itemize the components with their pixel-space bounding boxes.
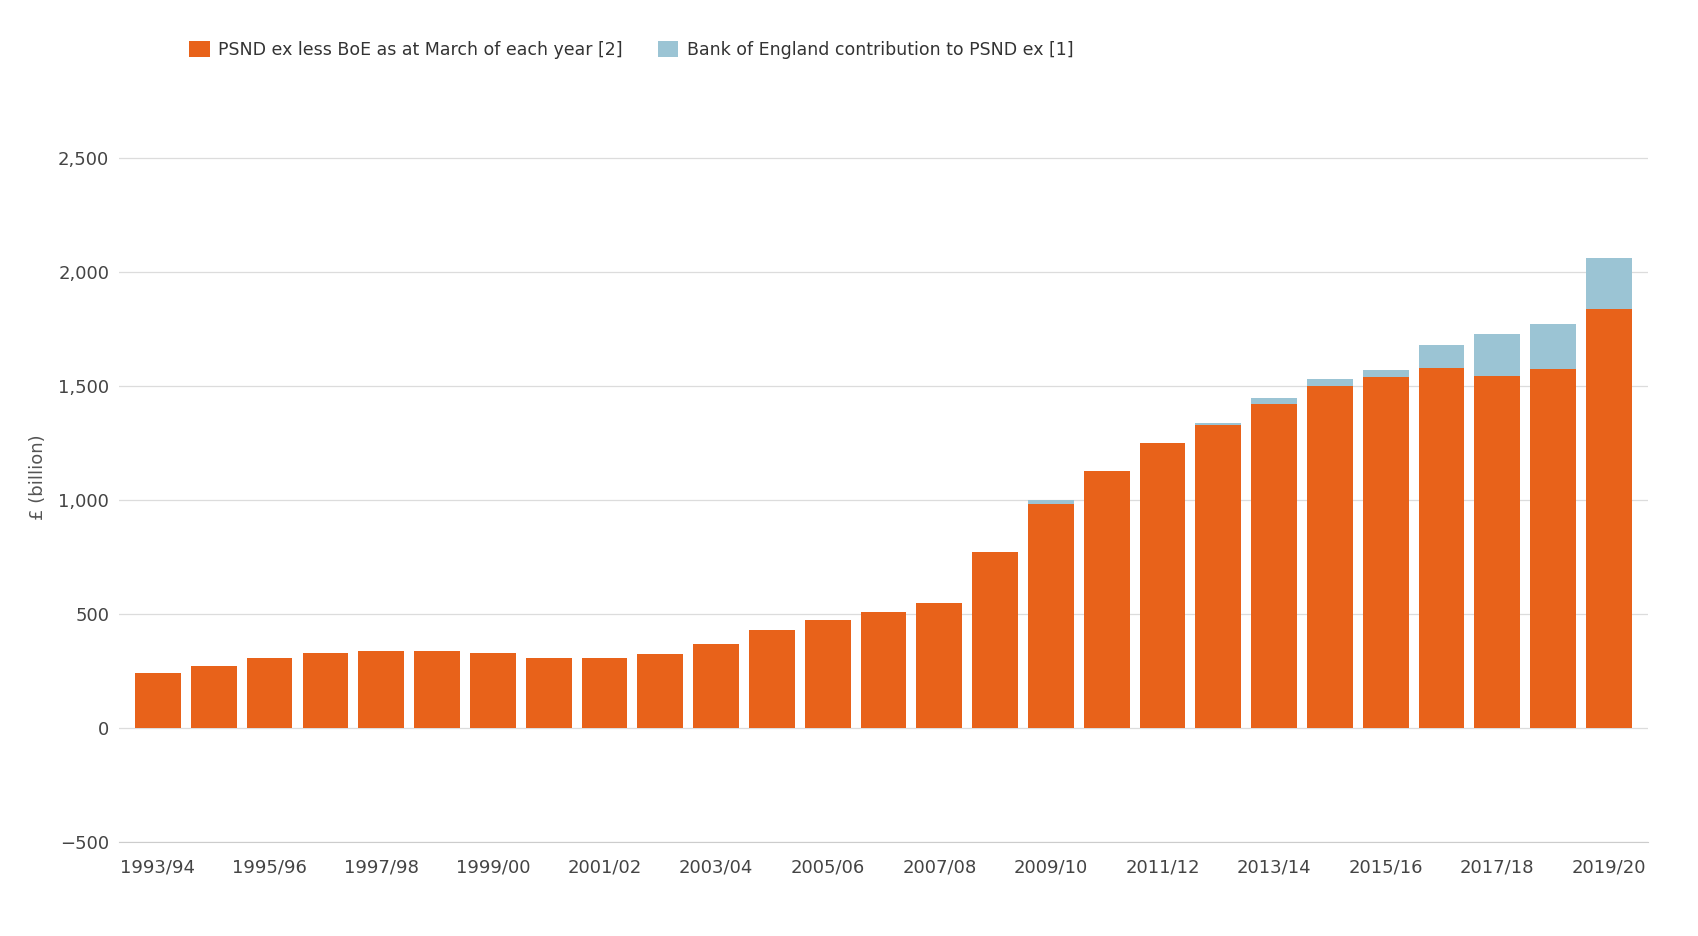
Bar: [971, 551, 1017, 728]
Bar: [246, 658, 292, 728]
Bar: [1306, 379, 1352, 387]
Bar: [1418, 345, 1464, 368]
Bar: [1250, 404, 1296, 728]
Bar: [1530, 325, 1576, 369]
Bar: [1362, 370, 1408, 377]
Bar: [805, 620, 851, 728]
Bar: [302, 653, 348, 728]
Bar: [525, 658, 571, 728]
Bar: [1418, 368, 1464, 728]
Bar: [581, 658, 627, 728]
Legend: PSND ex less BoE as at March of each year [2], Bank of England contribution to P: PSND ex less BoE as at March of each yea…: [188, 40, 1073, 59]
Bar: [1530, 369, 1576, 728]
Bar: [1027, 504, 1073, 728]
Bar: [861, 612, 905, 728]
Bar: [915, 603, 961, 728]
Bar: [1250, 398, 1296, 404]
Bar: [1083, 471, 1129, 728]
Bar: [1027, 500, 1073, 504]
Bar: [1474, 376, 1520, 728]
Bar: [136, 673, 180, 728]
Bar: [693, 644, 739, 728]
Bar: [414, 651, 460, 728]
Bar: [1474, 333, 1520, 376]
Y-axis label: £ (billion): £ (billion): [29, 434, 48, 520]
Bar: [637, 654, 683, 728]
Bar: [1586, 258, 1630, 309]
Bar: [749, 630, 795, 728]
Bar: [1586, 309, 1630, 728]
Bar: [1195, 425, 1241, 728]
Bar: [1195, 423, 1241, 425]
Bar: [470, 653, 516, 728]
Bar: [190, 665, 236, 728]
Bar: [1139, 443, 1185, 728]
Bar: [358, 651, 404, 728]
Bar: [1362, 377, 1408, 728]
Bar: [1306, 387, 1352, 728]
